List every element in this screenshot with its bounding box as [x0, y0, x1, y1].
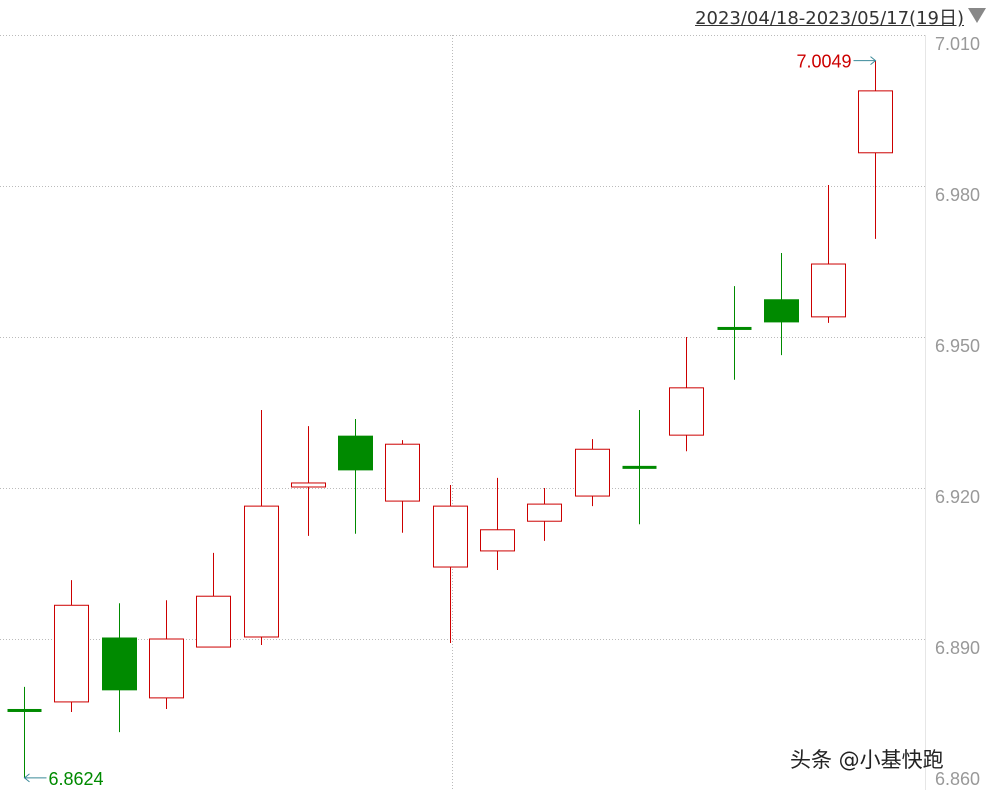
candle-body: [527, 503, 562, 522]
candle-body: [858, 90, 893, 154]
y-tick-label: 6.860: [935, 769, 980, 789]
y-tick-label: 6.920: [935, 487, 980, 507]
candle-body: [149, 638, 184, 699]
candle-body: [717, 326, 752, 330]
y-tick-label: 6.980: [935, 185, 980, 205]
date-range-selector[interactable]: 2023/04/18-2023/05/17(19日): [695, 8, 964, 29]
y-tick-label: 7.010: [935, 34, 980, 54]
candle-body: [54, 604, 89, 703]
candle-body: [764, 299, 799, 323]
max-arrow: [853, 56, 877, 66]
candle-body: [480, 529, 515, 552]
candle-body: [291, 482, 326, 488]
triangle-down-icon[interactable]: [968, 8, 986, 23]
y-tick-label: 6.950: [935, 336, 980, 356]
max-label: 7.0049: [796, 52, 851, 72]
min-label: 6.8624: [49, 769, 104, 789]
candle-body: [244, 505, 279, 638]
y-tick-label: 6.890: [935, 638, 980, 658]
candle-body: [7, 708, 42, 712]
candle-body: [433, 505, 468, 568]
candle-body: [669, 387, 704, 436]
candle-body: [338, 435, 373, 471]
candle-body: [622, 465, 657, 469]
candle-body: [811, 263, 846, 318]
candle-body: [385, 443, 420, 502]
watermark: 头条 @小基快跑: [790, 748, 944, 772]
candle-body: [102, 637, 137, 691]
candle-body: [575, 448, 610, 497]
min-arrow: [23, 773, 47, 783]
candle-body: [196, 595, 231, 648]
